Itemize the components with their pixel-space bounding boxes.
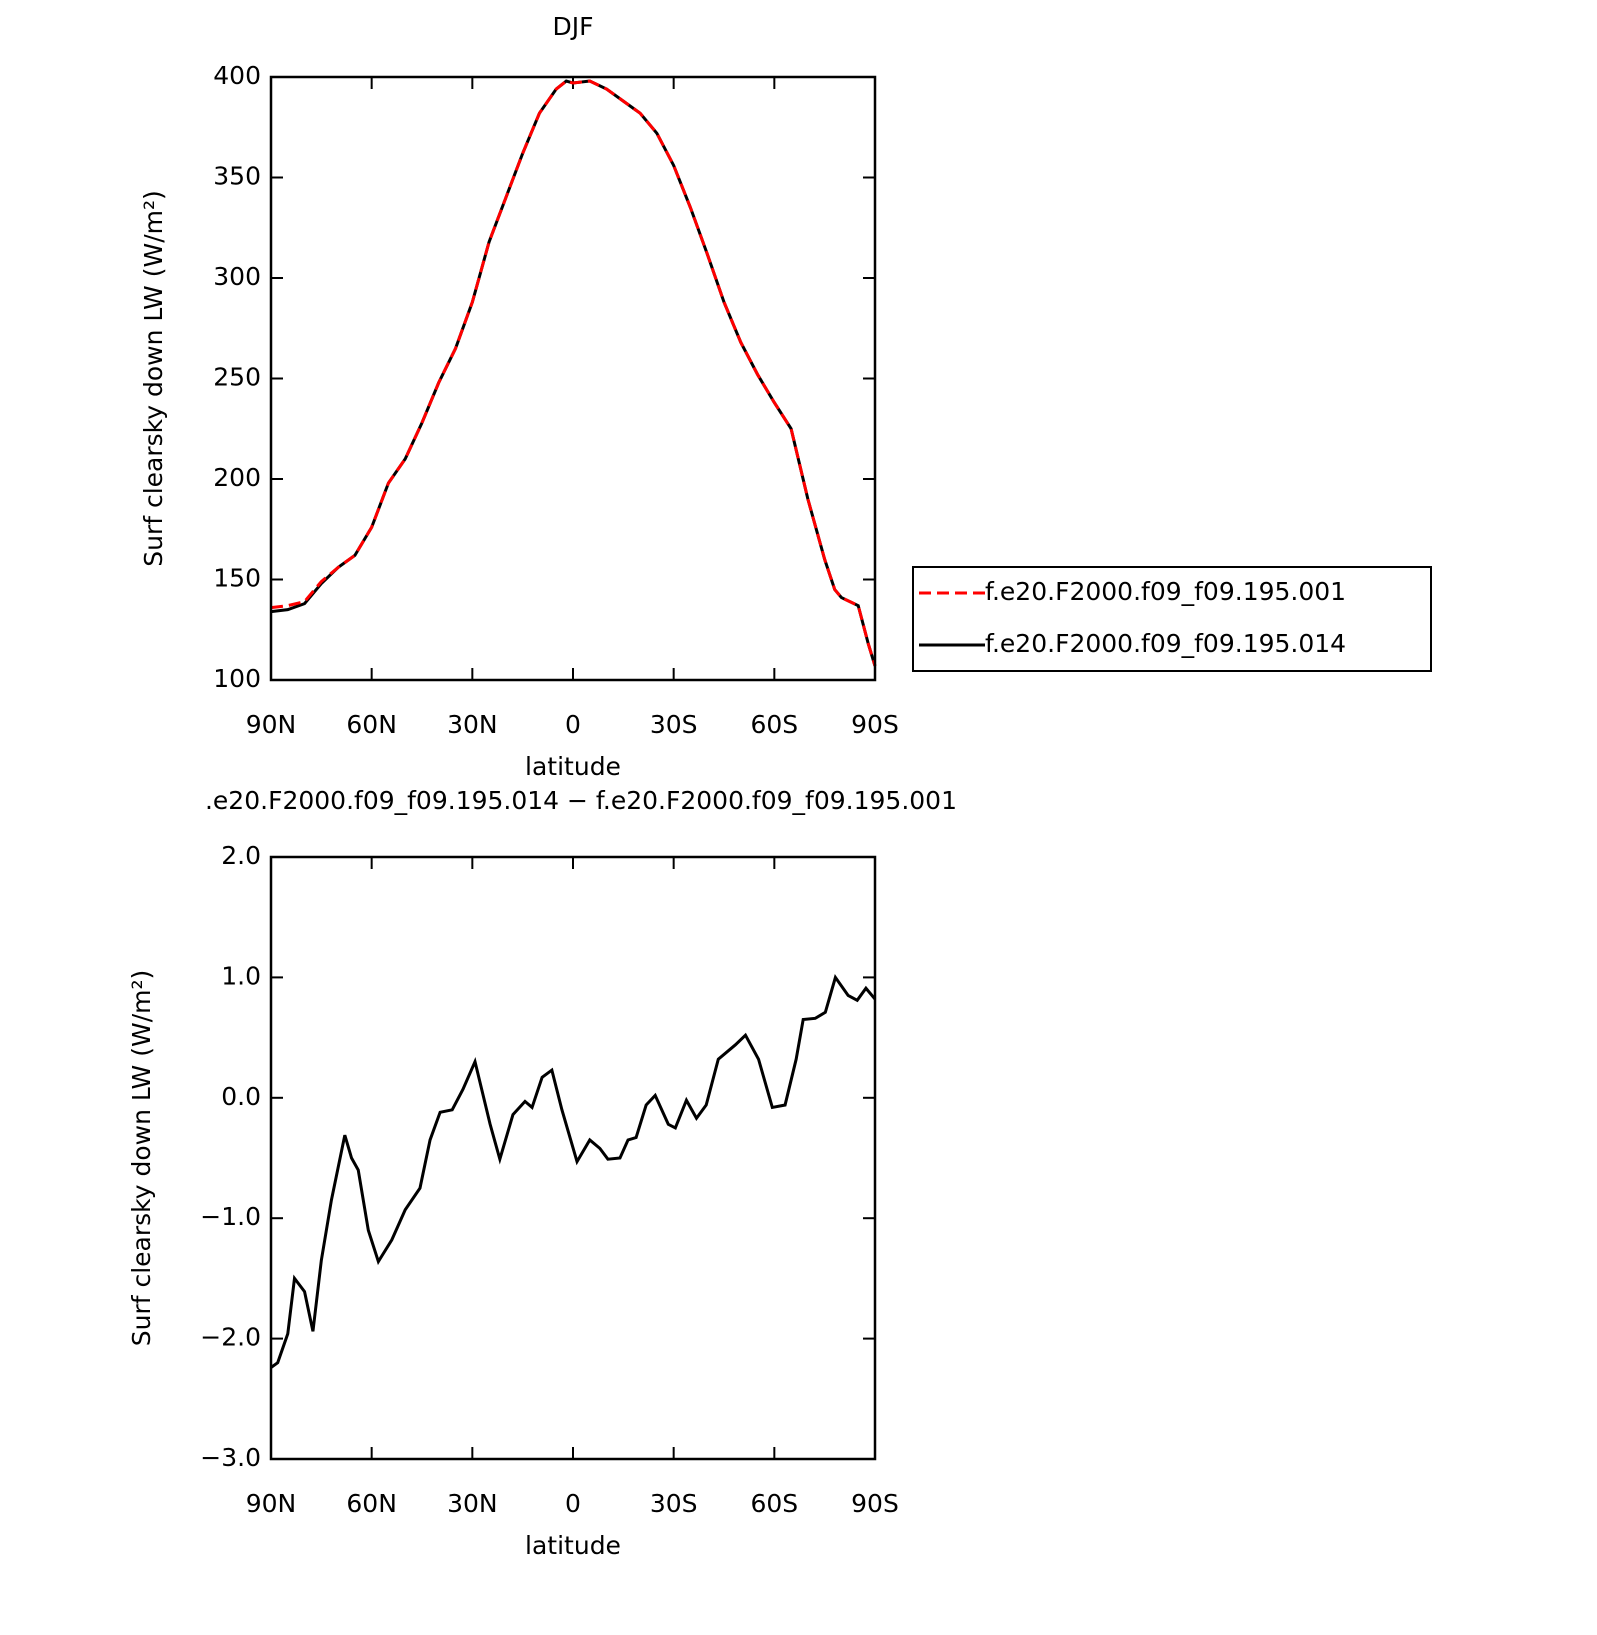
legend-box [912,566,1432,672]
data-line [270,79,877,667]
legend-label: f.e20.F2000.f09_f09.195.014 [985,629,1346,658]
x-tick-label: 90S [851,1489,899,1518]
y-axis-label: Surf clearsky down LW (W/m²) [127,970,156,1347]
x-tick-label: 90N [246,710,297,739]
x-tick-label: 60S [750,1489,798,1518]
plot-frame [269,75,877,682]
y-tick-label: 200 [213,463,261,492]
x-tick-label: 30S [650,1489,698,1518]
x-axis-label: latitude [525,752,621,781]
y-tick-label: 2.0 [221,841,261,870]
x-tick-label: 0 [565,1489,581,1518]
y-tick-label: −1.0 [200,1202,261,1231]
x-tick-label: 30N [447,1489,498,1518]
chart-title: DJF [552,12,593,41]
y-tick-label: 250 [213,363,261,392]
x-tick-label: 60N [346,710,397,739]
y-tick-label: 100 [213,664,261,693]
data-line [270,973,877,1369]
y-tick-label: −2.0 [200,1323,261,1352]
x-tick-label: 90N [246,1489,297,1518]
x-tick-label: 60S [750,710,798,739]
legend-label: f.e20.F2000.f09_f09.195.001 [985,577,1346,606]
data-line [270,79,877,667]
y-tick-label: 1.0 [221,961,261,990]
y-tick-label: 150 [213,564,261,593]
chart-title: .e20.F2000.f09_f09.195.014 − f.e20.F2000… [205,786,957,815]
y-tick-label: 350 [213,162,261,191]
x-tick-label: 90S [851,710,899,739]
x-tick-label: 30N [447,710,498,739]
y-axis-label: Surf clearsky down LW (W/m²) [139,190,168,567]
y-tick-label: 400 [213,61,261,90]
x-tick-label: 30S [650,710,698,739]
y-tick-label: 0.0 [221,1082,261,1111]
y-tick-label: −3.0 [200,1443,261,1472]
y-tick-label: 300 [213,262,261,291]
x-tick-label: 60N [346,1489,397,1518]
plot-frame [269,855,877,1461]
x-axis-label: latitude [525,1531,621,1560]
x-tick-label: 0 [565,710,581,739]
